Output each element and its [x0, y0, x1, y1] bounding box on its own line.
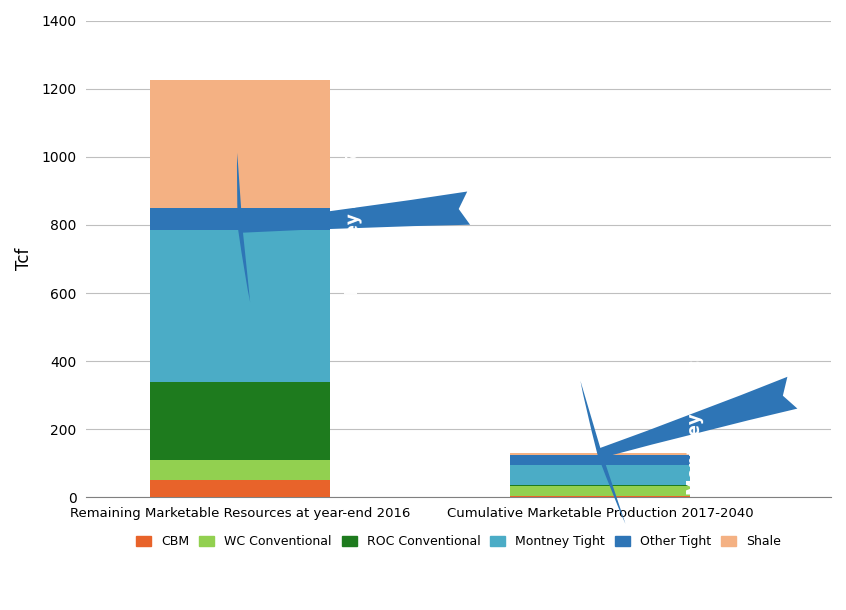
- Text: Montney 445 Tcf: Montney 445 Tcf: [343, 141, 363, 295]
- Bar: [510, 486, 689, 496]
- Text: Montney 57 Tcf: Montney 57 Tcf: [686, 352, 704, 495]
- Bar: [151, 208, 330, 230]
- Bar: [151, 382, 330, 460]
- Y-axis label: Tcf: Tcf: [15, 248, 33, 270]
- Bar: [151, 460, 330, 481]
- Bar: [151, 481, 330, 498]
- Bar: [510, 485, 689, 486]
- Legend: CBM, WC Conventional, ROC Conventional, Montney Tight, Other Tight, Shale: CBM, WC Conventional, ROC Conventional, …: [131, 530, 786, 553]
- Bar: [510, 453, 689, 455]
- Bar: [151, 230, 330, 382]
- Bar: [510, 455, 689, 465]
- Bar: [151, 80, 330, 208]
- Bar: [510, 465, 689, 485]
- Bar: [510, 496, 689, 498]
